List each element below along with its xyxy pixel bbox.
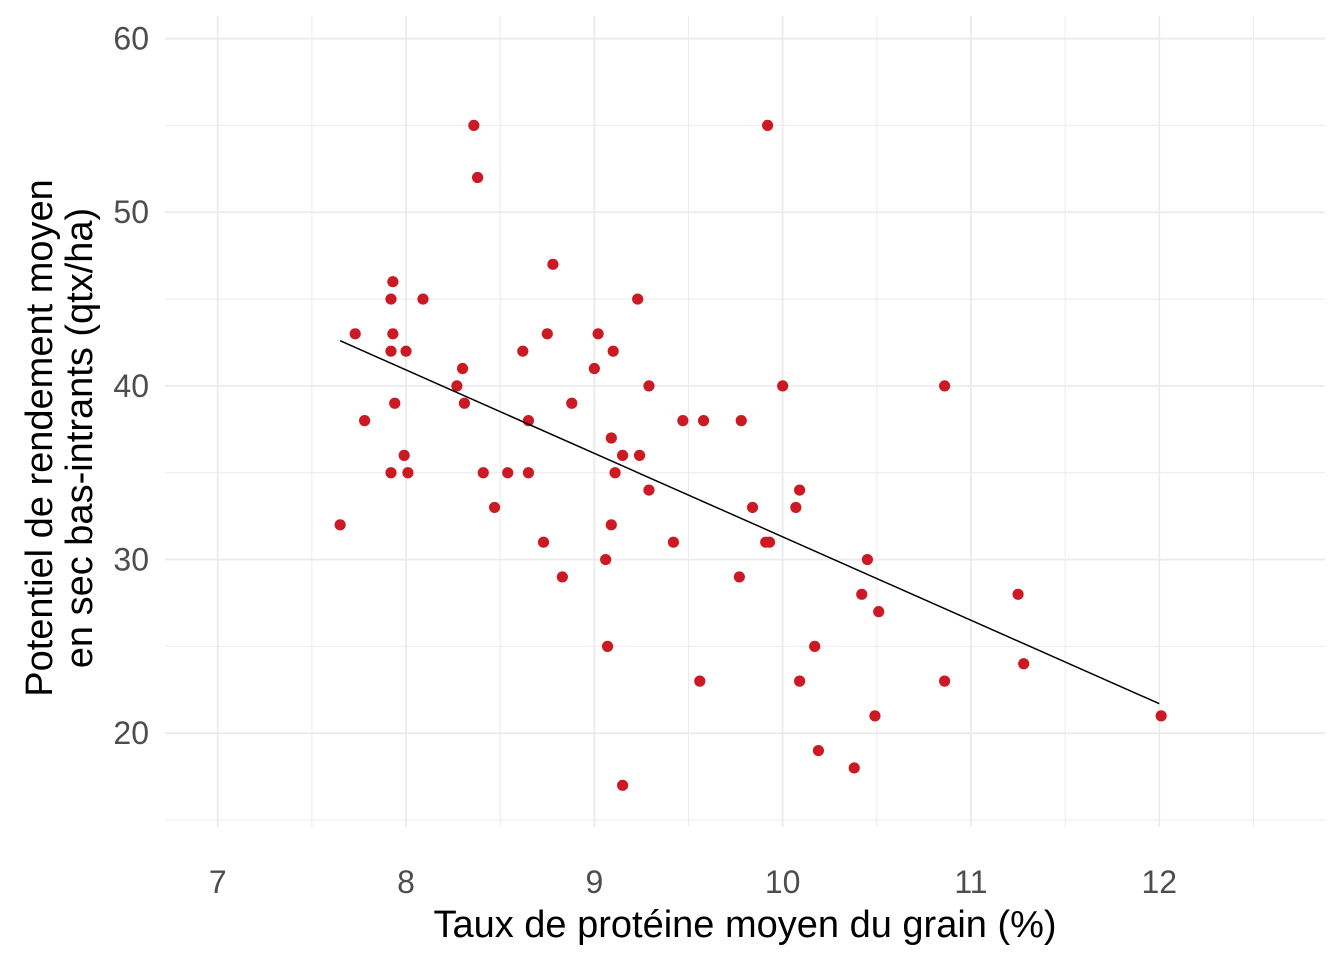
y-axis-title-line-1: Potentiel de rendement moyen <box>19 179 61 697</box>
data-point <box>349 328 361 340</box>
data-point <box>502 467 514 479</box>
data-point <box>601 640 614 652</box>
data-point <box>643 484 655 496</box>
data-point <box>398 449 410 461</box>
data-point <box>385 293 397 305</box>
data-point <box>541 328 553 340</box>
data-point <box>697 415 710 427</box>
data-points <box>334 119 1167 791</box>
data-point <box>677 415 689 427</box>
data-point <box>389 397 401 409</box>
y-tick-label: 50 <box>113 194 149 230</box>
data-point <box>488 501 501 514</box>
data-point <box>556 571 568 583</box>
data-point <box>809 640 821 652</box>
data-point <box>763 536 776 548</box>
data-point <box>1018 658 1030 670</box>
data-point <box>939 380 951 392</box>
y-axis-title: Potentiel de rendement moyen en sec bas-… <box>19 179 101 697</box>
x-tick-label: 9 <box>585 864 603 900</box>
data-point <box>605 519 617 531</box>
x-tick-label: 8 <box>397 864 415 900</box>
data-point <box>609 467 621 479</box>
data-point <box>334 519 346 531</box>
data-point <box>794 484 806 496</box>
trend-line-group <box>339 340 1160 705</box>
y-tick-label: 20 <box>113 715 149 751</box>
y-axis-ticks: 20 30 40 50 60 <box>113 21 149 752</box>
data-point <box>607 345 619 357</box>
data-point <box>517 345 529 357</box>
data-point <box>605 432 617 444</box>
data-point <box>566 397 578 409</box>
data-point <box>939 675 951 687</box>
data-point <box>387 328 399 340</box>
data-point <box>477 467 489 479</box>
data-point <box>417 293 429 305</box>
data-point <box>869 710 881 722</box>
data-point <box>632 293 644 305</box>
data-point <box>1155 710 1167 722</box>
data-point <box>777 380 789 392</box>
x-tick-label: 12 <box>1141 864 1177 900</box>
data-point <box>387 276 399 288</box>
data-point <box>402 467 414 479</box>
y-axis-title-line-2: en sec bas-intrants (qtx/ha) <box>59 208 101 668</box>
x-axis-title: Taux de protéine moyen du grain (%) <box>433 904 1056 946</box>
data-point <box>873 606 885 618</box>
x-axis-ticks: 7 8 9 10 11 12 <box>209 864 1177 900</box>
data-point <box>537 536 550 548</box>
data-point <box>458 397 471 409</box>
data-point <box>733 571 745 583</box>
grid-lines <box>165 16 1325 827</box>
data-point <box>468 119 480 132</box>
y-tick-label: 60 <box>113 21 149 57</box>
data-point <box>616 449 629 461</box>
y-tick-label: 40 <box>113 368 149 404</box>
data-point <box>794 675 806 687</box>
data-point <box>456 362 469 375</box>
data-point <box>633 449 646 461</box>
data-point <box>643 380 655 392</box>
data-point <box>1012 588 1024 600</box>
x-tick-label: 10 <box>765 864 801 900</box>
data-point <box>667 536 680 548</box>
data-point <box>547 258 559 270</box>
y-tick-label: 30 <box>113 542 149 578</box>
data-point <box>746 501 759 514</box>
data-point <box>856 588 868 600</box>
data-point <box>471 171 484 184</box>
data-point <box>522 467 535 479</box>
x-tick-label: 7 <box>209 864 227 900</box>
data-point <box>359 415 371 427</box>
data-point <box>761 119 774 132</box>
x-tick-label: 11 <box>954 864 987 900</box>
data-point <box>616 779 629 791</box>
data-point <box>451 380 463 392</box>
data-point <box>600 553 612 566</box>
data-point <box>385 467 397 479</box>
data-point <box>861 553 874 566</box>
data-point <box>735 415 747 427</box>
data-point <box>588 362 600 375</box>
data-point <box>812 744 825 757</box>
data-point <box>790 501 802 514</box>
data-point <box>385 345 397 357</box>
data-point <box>400 345 412 357</box>
data-point <box>848 762 860 774</box>
trend-line <box>339 340 1160 705</box>
data-point <box>694 675 706 687</box>
data-point <box>592 328 604 340</box>
